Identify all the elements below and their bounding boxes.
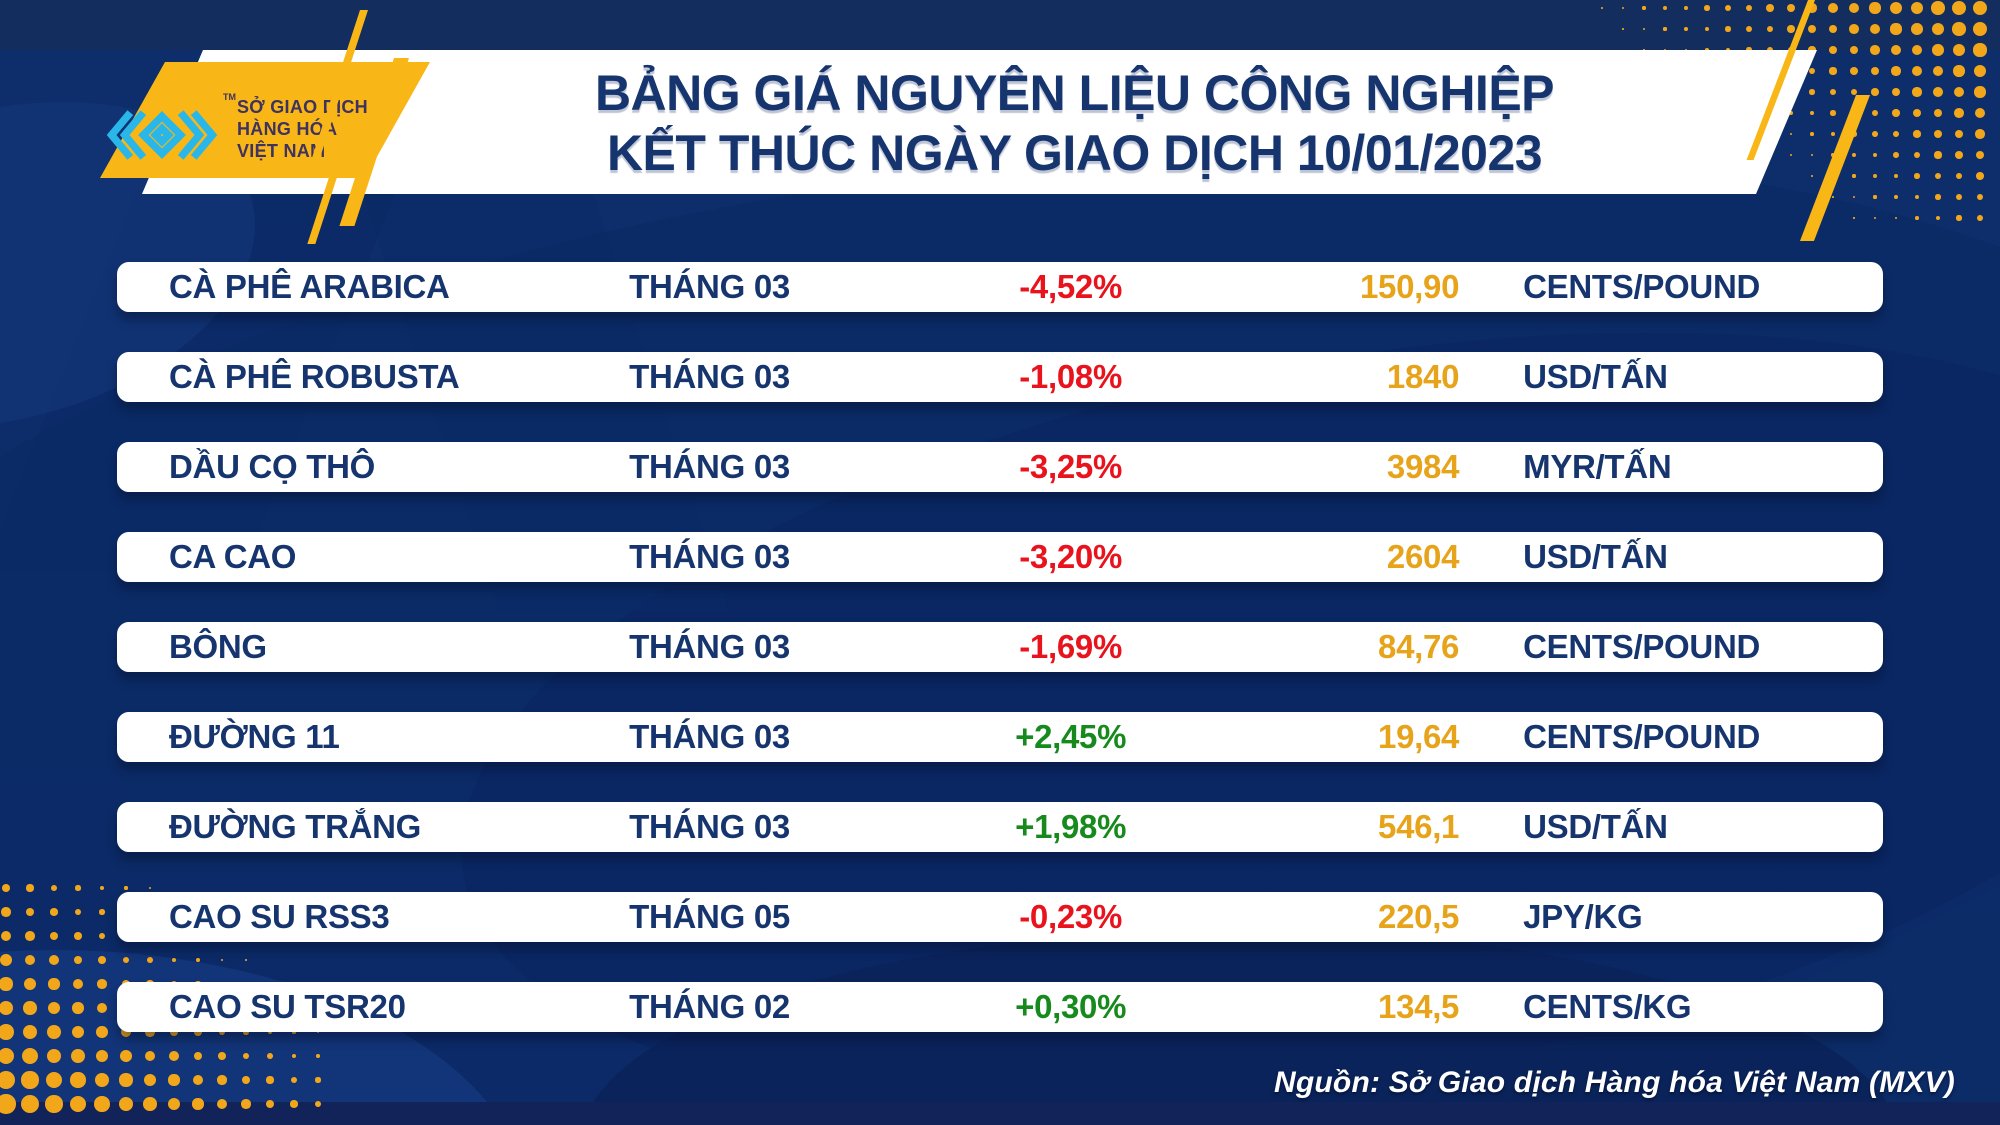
percent-change: -1,08%	[1019, 358, 1122, 395]
contract-month: THÁNG 03	[629, 358, 790, 395]
contract-month: THÁNG 03	[629, 628, 790, 665]
page-title: BẢNG GIÁ NGUYÊN LIỆU CÔNG NGHIỆP KẾT THÚ…	[432, 63, 1717, 183]
price-unit: USD/TẤN	[1523, 808, 1668, 845]
contract-month: THÁNG 05	[629, 898, 790, 935]
percent-change: -3,20%	[1019, 538, 1122, 575]
price-unit: MYR/TẤN	[1523, 448, 1672, 485]
price-value: 3984	[1386, 448, 1460, 485]
table-row: CAO SU TSR20 THÁNG 02 +0,30% 134,5 CENTS/KG	[117, 982, 1883, 1032]
logo-org-line: VIỆT NAM	[237, 141, 326, 161]
price-unit: CENTS/POUND	[1523, 268, 1761, 305]
page-title-line1: BẢNG GIÁ NGUYÊN LIỆU CÔNG NGHIỆP	[594, 65, 1555, 121]
bottom-navy-band	[0, 1102, 2000, 1125]
price-value: 220,5	[1378, 898, 1460, 935]
commodity-name: BÔNG	[169, 628, 267, 665]
contract-month: THÁNG 03	[629, 718, 790, 755]
commodity-name: CA CAO	[169, 538, 297, 575]
mxv-logo-mark	[106, 110, 218, 160]
page-title-line2: KẾT THÚC NGÀY GIAO DỊCH 10/01/2023	[606, 125, 1543, 181]
percent-change: +2,45%	[1015, 718, 1127, 755]
table-row: CAO SU RSS3 THÁNG 05 -0,23% 220,5 JPY/KG	[117, 892, 1883, 942]
commodity-name: CAO SU TSR20	[169, 988, 406, 1025]
price-unit: USD/TẤN	[1523, 358, 1668, 395]
table-row: BÔNG THÁNG 03 -1,69% 84,76 CENTS/POUND	[117, 622, 1883, 672]
contract-month: THÁNG 03	[629, 448, 790, 485]
commodity-name: CAO SU RSS3	[169, 898, 390, 935]
logo-org-name: SỞ GIAO DỊCH HÀNG HÓA VIỆT NAM	[237, 96, 368, 162]
commodity-name: ĐƯỜNG TRẮNG	[169, 808, 422, 845]
contract-month: THÁNG 02	[629, 988, 790, 1025]
percent-change: -1,69%	[1019, 628, 1122, 665]
price-value: 150,90	[1359, 268, 1460, 305]
price-unit: JPY/KG	[1523, 898, 1643, 935]
price-value: 546,1	[1378, 808, 1460, 845]
price-unit: USD/TẤN	[1523, 538, 1668, 575]
percent-change: -0,23%	[1019, 898, 1122, 935]
table-row: CA CAO THÁNG 03 -3,20% 2604 USD/TẤN	[117, 532, 1883, 582]
contract-month: THÁNG 03	[629, 538, 790, 575]
commodity-name: CÀ PHÊ ARABICA	[169, 268, 450, 305]
price-unit: CENTS/POUND	[1523, 718, 1761, 755]
price-unit: CENTS/KG	[1523, 988, 1692, 1025]
logo-org-line: SỞ GIAO DỊCH	[237, 97, 368, 117]
commodity-name: DẦU CỌ THÔ	[169, 448, 375, 485]
contract-month: THÁNG 03	[629, 268, 790, 305]
logo-org-line: HÀNG HÓA	[237, 119, 338, 139]
commodity-name: ĐƯỜNG 11	[169, 718, 340, 755]
percent-change: -4,52%	[1019, 268, 1122, 305]
price-value: 134,5	[1378, 988, 1460, 1025]
table-row: ĐƯỜNG TRẮNG THÁNG 03 +1,98% 546,1 USD/TẤN	[117, 802, 1883, 852]
contract-month: THÁNG 03	[629, 808, 790, 845]
commodity-name: CÀ PHÊ ROBUSTA	[169, 358, 460, 395]
price-value: 2604	[1386, 538, 1460, 575]
table-row: DẦU CỌ THÔ THÁNG 03 -3,25% 3984 MYR/TẤN	[117, 442, 1883, 492]
table-row: CÀ PHÊ ROBUSTA THÁNG 03 -1,08% 1840 USD/TẤN	[117, 352, 1883, 402]
table-row: ĐƯỜNG 11 THÁNG 03 +2,45% 19,64 CENTS/POUND	[117, 712, 1883, 762]
price-value: 84,76	[1378, 628, 1460, 665]
price-value: 1840	[1386, 358, 1460, 395]
percent-change: -3,25%	[1019, 448, 1122, 485]
source-note: Nguồn: Sở Giao dịch Hàng hóa Việt Nam (M…	[1274, 1066, 1955, 1099]
percent-change: +1,98%	[1015, 808, 1127, 845]
table-row: CÀ PHÊ ARABICA THÁNG 03 -4,52% 150,90 CENTS/…	[117, 262, 1883, 312]
percent-change: +0,30%	[1015, 988, 1127, 1025]
price-unit: CENTS/POUND	[1523, 628, 1761, 665]
price-value: 19,64	[1378, 718, 1460, 755]
trademark-symbol: TM	[223, 92, 236, 102]
